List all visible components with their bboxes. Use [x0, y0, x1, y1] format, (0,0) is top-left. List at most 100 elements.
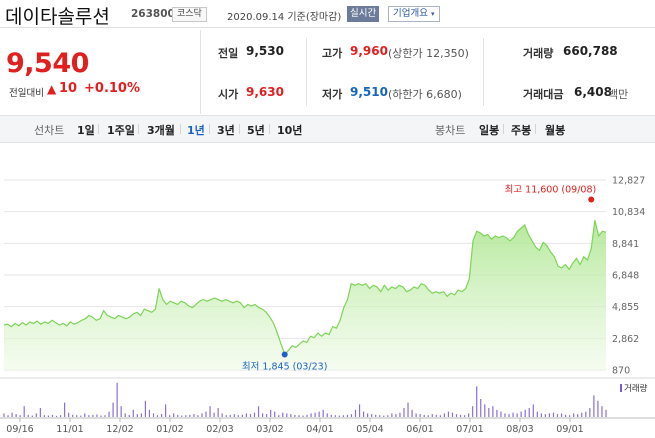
- volume-bar: [484, 404, 486, 417]
- tab-weekly-candle[interactable]: 주봉: [511, 124, 532, 137]
- volume-legend: 거래량: [620, 382, 647, 394]
- corp-info-button[interactable]: 기업개요 ▾: [388, 6, 440, 22]
- tab-separator: [503, 124, 504, 134]
- tab-3m[interactable]: 3개월: [147, 124, 175, 137]
- volume-bar: [31, 415, 33, 417]
- volume-bar: [88, 415, 90, 417]
- volume-bar: [274, 411, 276, 417]
- volume-bar: [209, 406, 211, 417]
- volume-bar: [249, 414, 252, 417]
- x-tick-label: 02/03: [206, 424, 233, 435]
- volume-bar: [330, 414, 332, 417]
- volume-bar: [80, 415, 82, 417]
- x-tick-label: 01/02: [156, 424, 183, 435]
- volume-bar: [463, 415, 466, 417]
- volume-value: 660,788: [563, 44, 618, 58]
- volume-bar: [427, 415, 429, 417]
- volume-bar: [225, 415, 227, 417]
- volume-bar: [104, 415, 106, 417]
- volume-bar: [500, 411, 502, 417]
- realtime-button[interactable]: 실시간: [347, 6, 380, 22]
- volume-bar: [294, 414, 296, 417]
- price-area: [4, 220, 606, 370]
- volume-bar: [520, 411, 522, 417]
- volume-bar: [358, 404, 361, 417]
- low-value: 9,510: [350, 85, 388, 99]
- volume-bar: [346, 414, 349, 417]
- volume-bar: [581, 412, 583, 417]
- volume-bar: [302, 415, 304, 417]
- volume-bar: [47, 415, 50, 417]
- volume-bar: [257, 406, 260, 417]
- volume-bar: [415, 413, 417, 417]
- volume-bar: [403, 408, 405, 417]
- y-tick-label: 10,834: [612, 207, 645, 218]
- volume-bar: [229, 414, 231, 417]
- volume-bar: [476, 386, 478, 417]
- volume-bar: [399, 412, 401, 417]
- prev-value: 9,530: [246, 44, 284, 58]
- volume-bar: [112, 402, 114, 417]
- volume-bar: [245, 413, 248, 417]
- volume-bar: [560, 413, 563, 417]
- volume-bar: [375, 414, 377, 417]
- volume-bar: [443, 413, 445, 417]
- tab-monthly-candle[interactable]: 월봉: [545, 124, 566, 137]
- volume-bar: [395, 414, 397, 417]
- tab-separator: [209, 124, 210, 134]
- volume-bar: [419, 414, 421, 417]
- volume-bar: [261, 413, 264, 417]
- high-value: 9,960: [350, 44, 388, 58]
- volume-bar: [354, 409, 357, 417]
- x-tick-label: 07/01: [456, 424, 483, 435]
- volume-bar: [140, 413, 142, 417]
- volume-bar: [35, 413, 37, 417]
- tab-1w[interactable]: 1주일: [107, 124, 135, 137]
- tab-3y[interactable]: 3년: [217, 124, 235, 137]
- y-tick-label: 4,855: [612, 302, 639, 313]
- volume-bar: [160, 414, 163, 417]
- volume-bar: [318, 411, 320, 417]
- volume-bar: [15, 414, 17, 417]
- volume-bar: [431, 414, 433, 417]
- price-chart[interactable]: 12,827 10,834 8,841 6,848 4,855 2,862 870 09/1…: [0, 148, 655, 438]
- y-tick-label: 12,827: [612, 176, 645, 187]
- volume-bar: [532, 404, 534, 417]
- price-panel: [0, 30, 201, 114]
- volume-bar: [540, 413, 542, 417]
- volume-bar: [55, 415, 58, 417]
- volume-bar: [84, 413, 86, 417]
- line-chart-label: 선차트: [34, 124, 65, 137]
- volume-bar: [68, 412, 70, 417]
- volume-bar: [480, 399, 482, 417]
- y-tick-label: 6,848: [612, 271, 639, 282]
- change-rate: +0.10%: [84, 81, 140, 96]
- amount-label: 거래대금: [523, 88, 564, 101]
- volume-bar: [528, 408, 530, 417]
- compare-label: 전일대비: [9, 88, 44, 99]
- volume-bar: [468, 413, 470, 417]
- tab-1y[interactable]: 1년: [187, 124, 205, 137]
- volume-bar: [342, 415, 344, 417]
- volume-bar: [439, 415, 441, 417]
- tab-5y[interactable]: 5년: [247, 124, 265, 137]
- volume-bar: [96, 414, 98, 417]
- volume-bar: [11, 412, 13, 417]
- tab-daily-candle[interactable]: 일봉: [479, 124, 500, 137]
- volume-bar: [100, 415, 102, 417]
- volume-bar: [59, 415, 62, 417]
- x-tick-label: 06/01: [406, 424, 433, 435]
- volume-bar: [128, 414, 130, 417]
- tab-1d[interactable]: 1일: [77, 124, 95, 137]
- volume-bar: [472, 406, 474, 417]
- volume-bar: [407, 402, 409, 417]
- volume-bar: [314, 412, 316, 417]
- volume-bar: [177, 414, 179, 417]
- tab-separator: [269, 124, 270, 134]
- lower-limit: (하한가 6,680): [388, 88, 462, 101]
- volume-bar: [205, 411, 207, 417]
- volume-bar: [193, 414, 195, 417]
- tab-10y[interactable]: 10년: [277, 124, 303, 137]
- x-tick-label: 04/01: [306, 424, 333, 435]
- volume-bar: [165, 404, 167, 417]
